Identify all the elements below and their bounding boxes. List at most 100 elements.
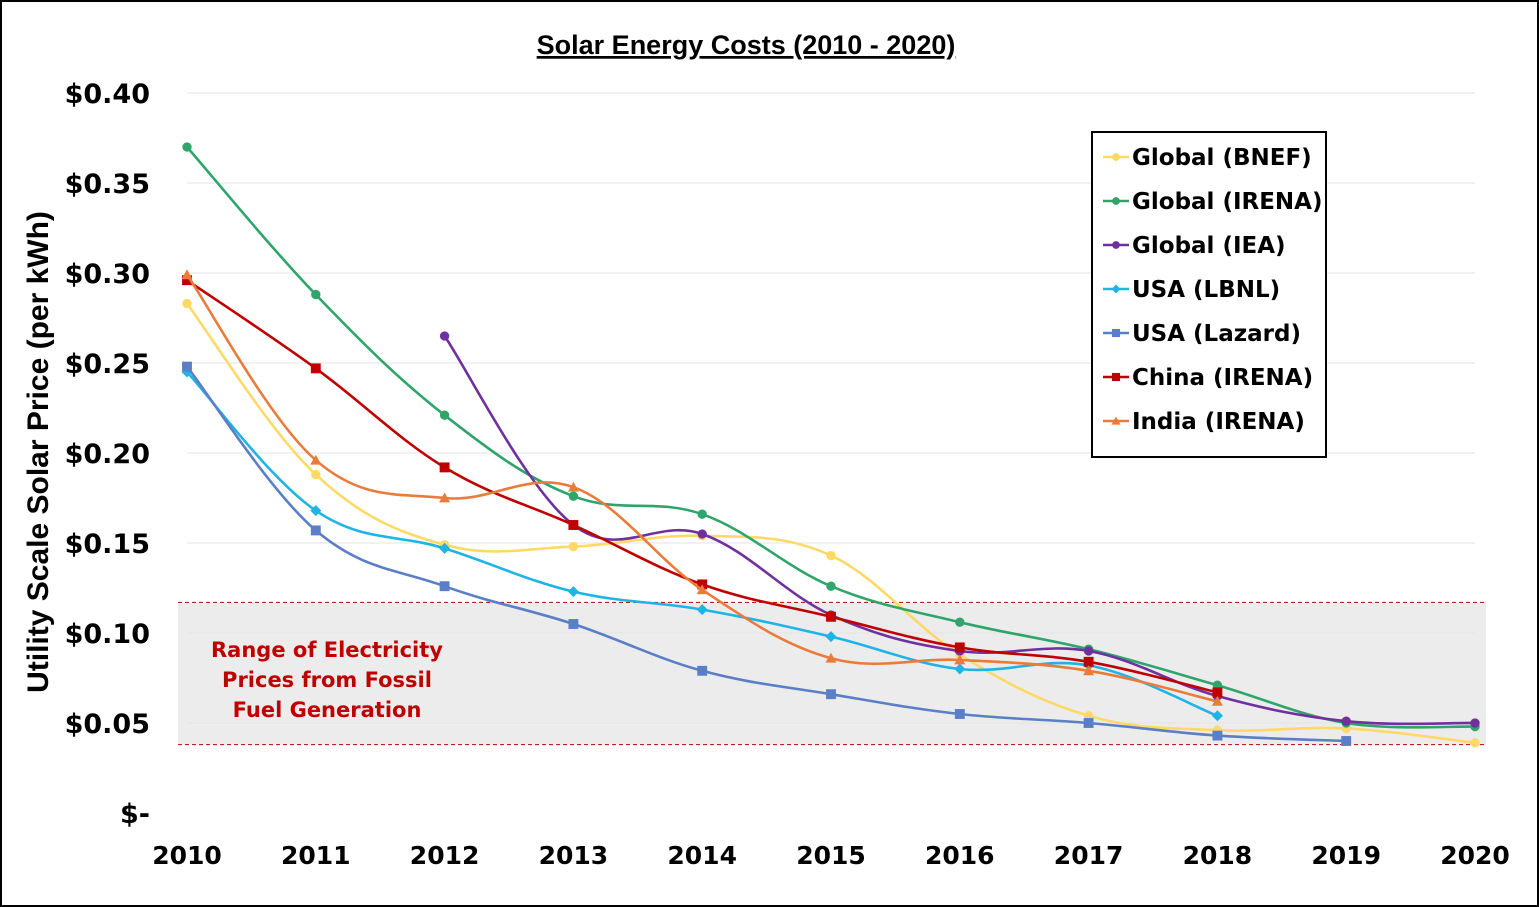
series-line <box>186 146 1476 729</box>
data-point <box>826 611 836 622</box>
legend-swatch-marker <box>1112 197 1120 205</box>
legend: Global (BNEF) Global (IRENA) Global (IEA) U… <box>1091 131 1327 458</box>
data-point <box>1211 710 1223 722</box>
data-point <box>826 689 836 700</box>
fossil-price-band <box>178 602 1486 745</box>
data-point <box>696 604 708 616</box>
data-point <box>1211 695 1223 706</box>
data-point <box>568 520 579 530</box>
data-point <box>181 269 193 280</box>
legend-swatch-marker <box>1112 153 1120 161</box>
series-india-irena <box>181 269 1223 706</box>
legend-swatch-marker <box>1111 372 1121 382</box>
legend-label: China (IRENA) <box>1132 365 1313 391</box>
series-china-irena <box>182 275 1223 698</box>
data-point <box>182 275 192 286</box>
data-point <box>182 361 192 372</box>
x-tick-label: 2013 <box>539 841 609 870</box>
data-point <box>1341 736 1352 746</box>
data-point <box>826 550 836 561</box>
data-point <box>697 509 707 519</box>
y-tick-label: $0.05 <box>65 709 150 740</box>
data-point <box>825 631 837 643</box>
data-point <box>826 581 836 591</box>
x-axis-ticks: 2010 2011 2012 2013 2014 2015 2016 2017 2018 2019… <box>152 841 1510 870</box>
legend-label: USA (LBNL) <box>1132 277 1280 303</box>
x-tick-label: 2017 <box>1054 841 1124 870</box>
data-point <box>825 652 837 663</box>
x-tick-label: 2011 <box>281 841 351 870</box>
data-point <box>954 663 966 675</box>
legend-label: USA (Lazard) <box>1132 321 1301 347</box>
x-tick-label: 2020 <box>1440 841 1510 870</box>
legend-box <box>1091 131 1327 458</box>
band-label-line: Prices from Fossil <box>222 668 432 692</box>
data-point <box>567 586 579 598</box>
data-point <box>696 584 708 595</box>
data-point <box>439 492 451 503</box>
x-tick-label: 2012 <box>410 841 480 870</box>
legend-item: Global (IRENA) <box>1103 189 1323 215</box>
data-point <box>1212 730 1223 741</box>
x-tick-label: 2010 <box>152 841 222 870</box>
y-tick-label: $0.40 <box>65 79 150 110</box>
data-point <box>697 665 708 676</box>
data-point <box>311 289 321 300</box>
legend-item: USA (LBNL) <box>1103 277 1280 303</box>
data-point <box>954 709 965 719</box>
data-point <box>568 541 579 552</box>
data-point <box>310 525 321 536</box>
series-line <box>185 274 1218 703</box>
y-tick-label: $0.25 <box>65 349 150 380</box>
legend-label: Global (BNEF) <box>1132 145 1312 171</box>
x-tick-label: 2018 <box>1183 841 1253 870</box>
data-point <box>439 331 450 341</box>
data-point <box>310 454 322 465</box>
band-label: Range of Electricity Prices from Fossil Fu… <box>211 638 443 722</box>
legend-label: Global (IRENA) <box>1132 189 1323 215</box>
series-line <box>185 365 1347 743</box>
data-point <box>954 654 966 665</box>
legend-label: Global (IEA) <box>1132 233 1286 259</box>
data-point <box>439 542 451 554</box>
data-point <box>182 298 192 309</box>
data-point <box>1083 646 1094 656</box>
band-label-line: Range of Electricity <box>211 638 443 662</box>
series-usa-lazard <box>182 361 1352 746</box>
chart-title: Solar Energy Costs (2010 - 2020) <box>537 30 956 60</box>
data-point <box>955 617 965 627</box>
x-tick-label: 2019 <box>1311 841 1381 870</box>
data-point <box>439 410 450 420</box>
data-point <box>310 505 322 517</box>
legend-item: China (IRENA) <box>1103 365 1313 391</box>
data-point <box>1470 738 1480 748</box>
data-point <box>311 469 321 480</box>
legend-item: USA (Lazard) <box>1103 321 1301 347</box>
y-tick-label: $0.30 <box>65 259 150 290</box>
data-point <box>697 529 707 539</box>
y-tick-label: $- <box>120 799 150 830</box>
legend-item: Global (BNEF) <box>1103 145 1312 171</box>
legend-swatch-marker <box>1112 241 1120 249</box>
x-tick-label: 2014 <box>667 841 737 870</box>
legend-item: Global (IEA) <box>1103 233 1286 259</box>
data-point <box>439 462 450 473</box>
legend-label: India (IRENA) <box>1132 409 1305 435</box>
legend-swatch-marker <box>1111 284 1121 294</box>
data-point <box>1083 718 1094 728</box>
y-tick-label: $0.10 <box>65 619 150 650</box>
data-point <box>1212 687 1223 698</box>
data-point <box>310 363 321 374</box>
y-tick-label: $0.15 <box>65 529 150 560</box>
x-tick-label: 2016 <box>925 841 995 870</box>
data-point <box>1341 716 1351 726</box>
data-point <box>954 642 965 653</box>
data-point <box>182 142 192 152</box>
data-point <box>568 619 579 629</box>
y-tick-label: $0.35 <box>65 169 150 200</box>
series-layer <box>181 142 1480 748</box>
data-point <box>1083 665 1095 676</box>
series-line <box>185 302 1476 745</box>
band-label-line: Fuel Generation <box>233 698 422 722</box>
